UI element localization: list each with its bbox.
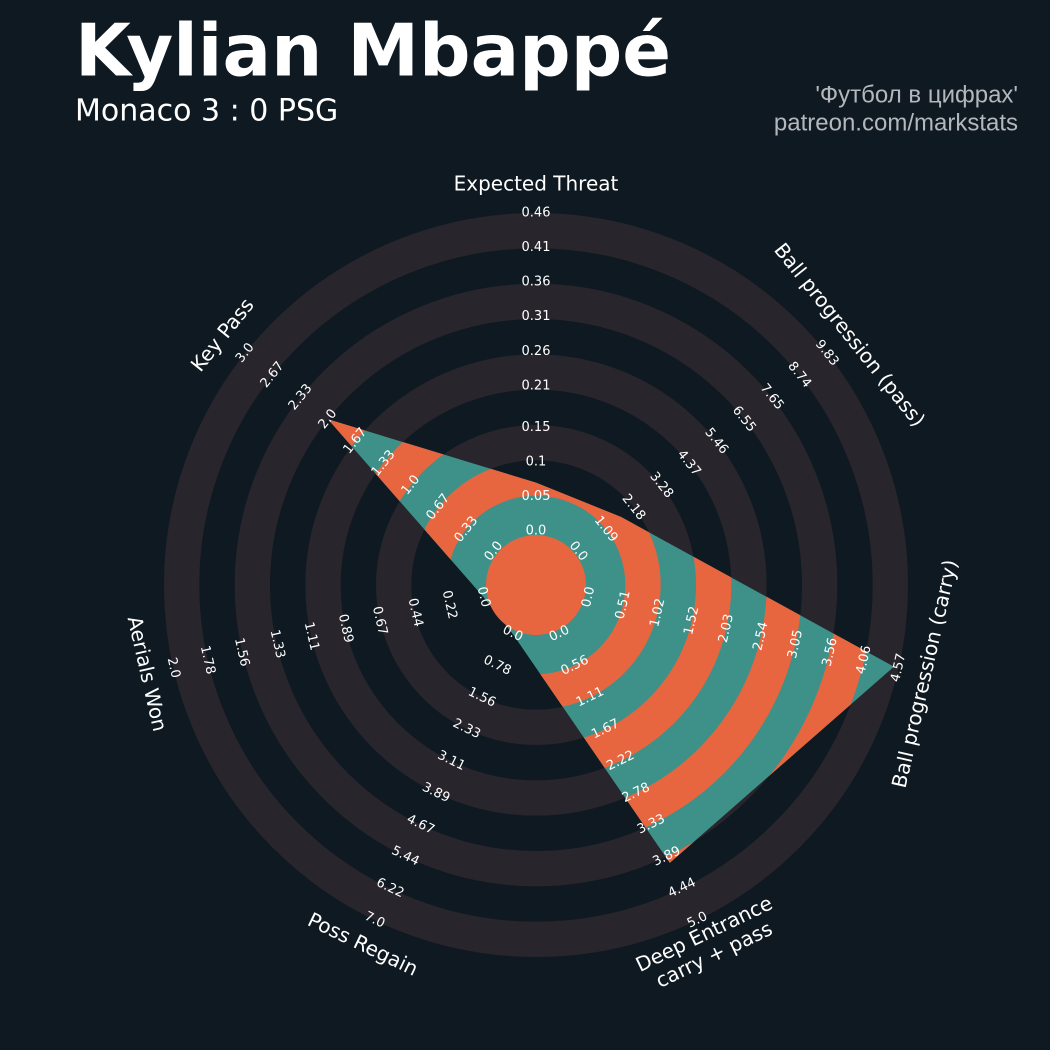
tick-label: 0.26 (522, 344, 551, 359)
tick: 0.26 (522, 344, 551, 359)
tick-label: 1.33 (267, 628, 288, 660)
tick-label: 0.15 (522, 420, 551, 435)
tick: 2.54 (750, 621, 771, 653)
tick-label: 1.78 (197, 644, 218, 676)
tick: 0.05 (522, 489, 551, 504)
tick: 1.33 (267, 628, 288, 660)
tick-label: 1.56 (231, 636, 252, 668)
tick: 0.0 (526, 524, 547, 539)
tick: 1.52 (681, 605, 702, 637)
chart-subtitle: Monaco 3 : 0 PSG (75, 94, 338, 129)
tick: 1.78 (197, 644, 218, 676)
tick-label: 0.05 (522, 489, 551, 504)
tick-label: 1.11 (301, 621, 322, 653)
tick: 0.22 (439, 589, 460, 621)
tick: 0.36 (522, 275, 551, 290)
tick-label: 0.22 (439, 589, 460, 621)
tick-label: 0.89 (335, 613, 356, 645)
tick: 0.41 (522, 240, 551, 255)
tick-label: 0.0 (526, 524, 547, 539)
tick: 0.15 (522, 420, 551, 435)
tick: 2.0 (164, 656, 183, 680)
tick-label: 0.0 (579, 585, 598, 609)
rings (164, 213, 908, 957)
tick: 1.02 (647, 597, 668, 629)
tick-label: 0.1 (526, 454, 547, 469)
tick: 3.56 (820, 636, 841, 668)
tick-label: 0.41 (522, 240, 551, 255)
tick-label: 1.52 (681, 605, 702, 637)
tick: 1.11 (301, 621, 322, 653)
credit: patreon.com/markstats (774, 109, 1018, 136)
tick-label: 0.44 (405, 597, 426, 629)
tick-label: 0.67 (369, 605, 390, 637)
tick-label: 0.31 (522, 309, 551, 324)
tick-label: 4.57 (888, 652, 909, 684)
tick-label: 0.46 (522, 206, 551, 221)
tick: 0.0 (579, 585, 598, 609)
tick: 2.03 (716, 613, 737, 645)
tick-label: 3.56 (820, 636, 841, 668)
tick: 4.57 (888, 652, 909, 684)
tick-label: 2.03 (716, 613, 737, 645)
tick: 0.31 (522, 309, 551, 324)
ring (305, 354, 767, 816)
tick: 1.56 (231, 636, 252, 668)
tick: 0.0 (474, 585, 493, 609)
tick: 0.67 (369, 605, 390, 637)
tick-label: 0.36 (522, 275, 551, 290)
tick-label: 4.06 (854, 644, 875, 676)
param-label: Expected Threat (454, 172, 619, 196)
param: Expected Threat (454, 172, 619, 196)
tick: 0.44 (405, 597, 426, 629)
credit: 'Футбол в цифрах' (815, 81, 1018, 108)
tick: 0.21 (522, 378, 551, 393)
tick: 0.46 (522, 206, 551, 221)
tick: 0.51 (613, 589, 634, 621)
tick-label: 0.51 (613, 589, 634, 621)
ring (164, 213, 908, 957)
tick: 4.06 (854, 644, 875, 676)
tick-label: 0.21 (522, 378, 551, 393)
tick: 3.05 (785, 628, 806, 660)
chart-title: Kylian Mbappé (75, 9, 671, 93)
ring (234, 283, 838, 887)
tick-label: 2.54 (750, 621, 771, 653)
tick-label: 3.05 (785, 628, 806, 660)
tick-label: 0.0 (474, 585, 493, 609)
tick-label: 2.0 (164, 656, 183, 680)
tick: 0.89 (335, 613, 356, 645)
center-circle (486, 535, 586, 635)
tick-label: 1.02 (647, 597, 668, 629)
tick: 0.1 (526, 454, 547, 469)
